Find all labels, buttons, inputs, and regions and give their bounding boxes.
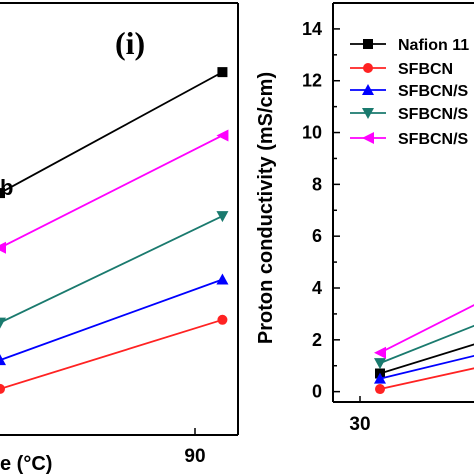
legend-item-4: SFBCN/S	[350, 131, 469, 148]
right-x-tick-label: 30	[349, 414, 370, 435]
panel-label: (i)	[115, 25, 145, 61]
left-series-point-4-0	[0, 383, 5, 394]
right-y-tick-label-6: 12	[302, 71, 322, 91]
right-panel: 0 2 4 6 8 10 12 14 30 Proton conductivity (mS/c…	[255, 2, 474, 435]
left-series-point-0-1	[217, 67, 228, 78]
right-series-line-4	[379, 304, 474, 354]
right-y-tick-label-2: 4	[312, 278, 322, 298]
legend-label-1: SFBCN	[398, 61, 453, 78]
left-series-point-0-0	[0, 188, 5, 199]
right-y-tick-label-0: 0	[312, 382, 322, 402]
right-series-point-4-0	[374, 346, 386, 359]
left-x-axis-label: e (°C)	[0, 453, 52, 474]
legend-marker-1	[363, 63, 373, 73]
legend-label-4: SFBCN/S	[398, 131, 469, 148]
right-series-4	[374, 304, 474, 359]
left-panel: 90 e (°C) (i) b	[0, 2, 239, 474]
left-series-4	[0, 314, 228, 394]
left-series-line-0	[0, 71, 223, 194]
left-series-2	[0, 211, 229, 329]
left-series-line-4	[0, 318, 223, 390]
legend-label-3: SFBCN/S	[398, 106, 469, 123]
right-y-tick-label-3: 6	[312, 226, 322, 246]
left-series-point-3-1	[216, 273, 229, 285]
right-series-1	[375, 367, 474, 395]
left-series-point-2-1	[216, 211, 229, 223]
right-y-tick-label-7: 14	[302, 19, 322, 39]
left-series-point-1-0	[0, 241, 6, 254]
right-y-tick-label-5: 10	[302, 123, 322, 143]
legend-item-3: SFBCN/S	[350, 106, 469, 123]
left-x-tick-label: 90	[184, 446, 205, 467]
left-series-point-1-1	[216, 129, 229, 142]
right-y-ticks: 0 2 4 6 8 10 12 14	[302, 19, 340, 402]
right-y-axis-label: Proton conductivity (mS/cm)	[255, 72, 277, 344]
right-series-line-3	[379, 324, 474, 364]
right-series-point-3-0	[374, 358, 386, 370]
legend: Nafion 11 SFBCN SFBCN/S SFBCN/S SFBCN/S	[350, 37, 469, 148]
right-y-tick-label-4: 8	[312, 174, 322, 194]
left-series-line-2	[0, 215, 223, 324]
legend-marker-3	[362, 108, 374, 119]
right-series-line-2	[379, 354, 474, 380]
legend-label-2: SFBCN/S	[398, 83, 469, 100]
left-series-line-1	[0, 134, 223, 249]
right-series-point-1-0	[375, 384, 385, 395]
left-series-group	[0, 67, 229, 394]
legend-marker-0	[363, 39, 373, 49]
right-series-line-0	[379, 343, 474, 375]
left-series-line-3	[0, 278, 223, 361]
right-series-group	[374, 304, 474, 395]
right-y-tick-label-1: 2	[312, 330, 322, 350]
left-series-3	[0, 273, 229, 366]
right-series-point-2-0	[374, 372, 386, 384]
right-series-3	[374, 324, 474, 370]
left-series-point-2-0	[0, 317, 6, 329]
right-series-line-1	[379, 367, 474, 390]
left-series-1	[0, 129, 229, 254]
right-series-2	[374, 354, 474, 384]
left-series-point-3-0	[0, 354, 6, 366]
left-series-0	[0, 67, 228, 199]
legend-item-2: SFBCN/S	[350, 83, 469, 100]
legend-item-1: SFBCN	[350, 61, 453, 78]
legend-marker-4	[362, 132, 374, 144]
legend-label-0: Nafion 11	[398, 37, 469, 54]
legend-item-0: Nafion 11	[350, 37, 469, 54]
legend-marker-2	[362, 84, 374, 95]
left-series-point-4-1	[217, 314, 228, 325]
